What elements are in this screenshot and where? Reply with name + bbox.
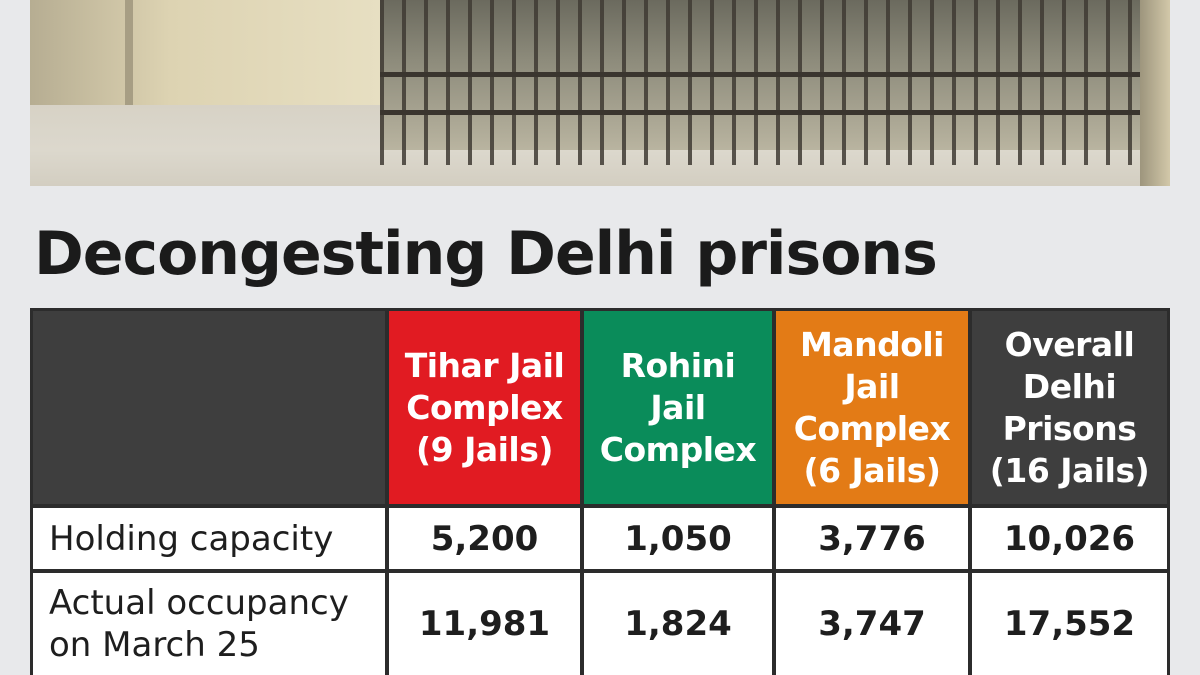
jail-gate-photo <box>30 0 1170 186</box>
page-title: Decongesting Delhi prisons <box>34 219 938 289</box>
table-cell-value: 3,747 <box>776 573 968 675</box>
header-label: Tihar Jail Complex (9 Jails) <box>404 345 565 469</box>
header-label: Rohini Jail Complex <box>599 345 757 469</box>
table-cell-value: 1,824 <box>584 573 772 675</box>
photo-wall-pillar <box>30 0 380 105</box>
table-cell-value: 10,026 <box>972 508 1167 569</box>
header-mandoli-jail-complex: Mandoli Jail Complex (6 Jails) <box>776 311 968 504</box>
row-label-holding-capacity: Holding capacity <box>33 508 385 569</box>
photo-gate-rail <box>380 110 1160 115</box>
table-cell-value: 11,981 <box>389 573 580 675</box>
table-cell-value: 3,776 <box>776 508 968 569</box>
photo-gate-rail <box>380 72 1160 77</box>
table-cell-value: 17,552 <box>972 573 1167 675</box>
header-rohini-jail-complex: Rohini Jail Complex <box>584 311 772 504</box>
prison-capacity-table: Tihar Jail Complex (9 Jails) Rohini Jail… <box>30 308 1170 675</box>
header-overall-delhi-prisons: Overall Delhi Prisons (16 Jails) <box>972 311 1167 504</box>
header-label: Mandoli Jail Complex (6 Jails) <box>793 324 951 490</box>
row-label-actual-occupancy: Actual occupancy on March 25 <box>33 573 385 675</box>
header-blank-cell <box>33 311 385 504</box>
header-tihar-jail-complex: Tihar Jail Complex (9 Jails) <box>389 311 580 504</box>
header-label: Overall Delhi Prisons (16 Jails) <box>989 324 1150 490</box>
table-cell-value: 5,200 <box>389 508 580 569</box>
photo-right-pillar <box>1140 0 1170 186</box>
table-cell-value: 1,050 <box>584 508 772 569</box>
photo-gate-bars <box>380 0 1160 165</box>
